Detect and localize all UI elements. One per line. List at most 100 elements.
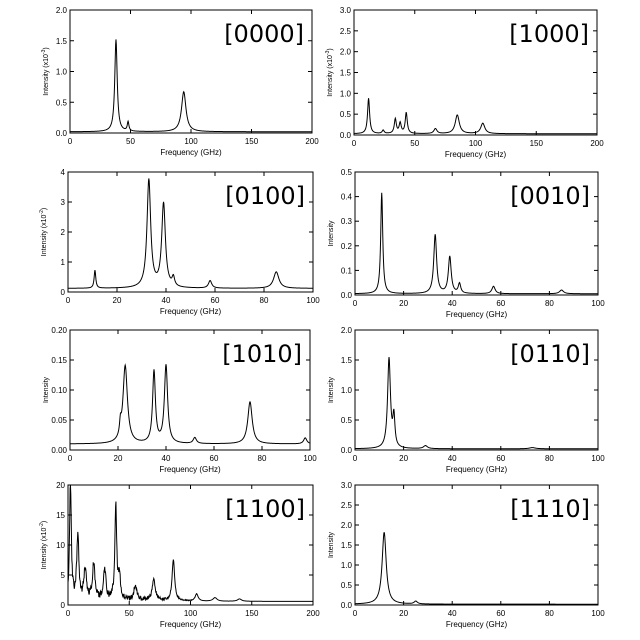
y-tick-label: 0.0 (340, 131, 352, 140)
x-tick-label: 80 (260, 296, 269, 305)
chart-panel-6: 05010015020005101520Frequency (GHz)Inten… (39, 481, 320, 629)
x-tick-label: 0 (353, 609, 358, 618)
chart-panel-7: 0204060801000.00.51.01.52.02.53.0Frequen… (328, 481, 605, 629)
x-axis-label: Frequency (GHz) (446, 465, 508, 474)
y-tick-label: 1.0 (340, 89, 352, 98)
panel-label: [0110] (510, 340, 590, 368)
x-tick-label: 50 (410, 139, 419, 148)
x-tick-label: 200 (590, 139, 604, 148)
x-tick-label: 0 (68, 454, 73, 463)
x-tick-label: 100 (591, 609, 605, 618)
x-tick-label: 20 (114, 454, 123, 463)
y-axis-label-text: Intensity (x10 (327, 55, 334, 97)
panel-label: [1000] (509, 20, 589, 48)
x-tick-label: 0 (68, 137, 73, 146)
y-tick-label: 3 (61, 198, 66, 207)
chart-panel-4: 0 20 40 60 80 100 0.00 0.05 0.10 0.15 0.20 Frequenc… (43, 326, 317, 474)
x-tick-label: 40 (162, 454, 171, 463)
y-tick-label: 0.5 (341, 416, 353, 425)
y-tick-label: 10 (56, 541, 65, 550)
panel-label: [0000] (224, 20, 304, 48)
y-tick-label: 2.0 (340, 48, 352, 57)
x-tick-label: 40 (448, 609, 457, 618)
x-tick-label: 0 (353, 454, 358, 463)
x-tick-label: 0 (66, 296, 71, 305)
x-tick-label: 40 (162, 296, 171, 305)
y-tick-label: 3.0 (341, 481, 353, 490)
chart-panel-0: 0501001502000.00.51.01.52.0Frequency (GH… (41, 6, 319, 157)
x-tick-label: 80 (258, 454, 267, 463)
y-tick-label: 3.0 (340, 6, 352, 15)
y-tick-label: 1.5 (341, 356, 353, 365)
y-tick-label: 2.0 (341, 521, 353, 530)
x-tick-label: 50 (125, 609, 134, 618)
x-tick-label: 100 (469, 139, 483, 148)
chart-panel-2: 02040608010001234Frequency (GHz)Intensit… (39, 168, 320, 316)
x-axis-label: Frequency (GHz) (160, 620, 222, 629)
chart-panel-5: 0204060801000.00.51.01.52.0Frequency (GH… (328, 326, 605, 474)
y-tick-label: 0 (61, 288, 66, 297)
y-axis-label-suffix: ) (41, 521, 48, 523)
y-axis-label: Intensity (43, 376, 50, 403)
x-tick-label: 0 (353, 299, 358, 308)
y-tick-label: 1.5 (56, 37, 68, 46)
spectrum-line (70, 364, 310, 444)
y-tick-label: 0.1 (341, 266, 353, 275)
y-tick-label: 0.2 (341, 242, 353, 251)
x-tick-label: 100 (306, 296, 320, 305)
y-tick-label: 0.05 (51, 416, 67, 425)
y-tick-label: 0.0 (341, 291, 353, 300)
spectrum-line (355, 357, 598, 449)
spectrum-line (354, 98, 597, 134)
y-tick-label: 0.15 (51, 356, 67, 365)
y-tick-label: 5 (61, 571, 66, 580)
y-tick-label: 0.0 (341, 446, 353, 455)
x-axis-label: Frequency (GHz) (446, 310, 508, 319)
y-axis-label-suffix: ) (43, 47, 50, 49)
y-axis-label-text: Intensity (x10 (41, 214, 48, 256)
x-tick-label: 80 (545, 454, 554, 463)
y-axis-label: Intensity (328, 376, 335, 403)
x-tick-label: 60 (496, 454, 505, 463)
x-tick-label: 100 (303, 454, 317, 463)
panel-label: [1100] (225, 495, 305, 523)
y-tick-label: 0.10 (51, 386, 67, 395)
x-tick-label: 60 (210, 454, 219, 463)
y-tick-label: 1.5 (341, 541, 353, 550)
x-axis-label: Frequency (GHz) (445, 150, 507, 159)
y-tick-label: 4 (61, 168, 66, 177)
y-axis-label-text: Intensity (328, 531, 335, 558)
y-tick-label: 0.5 (56, 98, 68, 107)
y-tick-label: 2.5 (340, 27, 352, 36)
x-tick-label: 40 (448, 454, 457, 463)
y-tick-label: 0 (61, 601, 66, 610)
y-tick-label: 0.00 (51, 446, 67, 455)
x-tick-label: 150 (530, 139, 544, 148)
x-tick-label: 0 (352, 139, 357, 148)
y-tick-label: 15 (56, 511, 65, 520)
spectrum-line (355, 532, 598, 604)
y-tick-label: 1.5 (340, 69, 352, 78)
y-tick-label: 0.5 (340, 110, 352, 119)
panel-label: [0100] (225, 182, 305, 210)
y-axis-label-text: Intensity (328, 220, 335, 247)
x-axis-label: Frequency (GHz) (160, 307, 222, 316)
chart-panel-1: 0 50 100 150 200 0.0 0.5 1.0 1.5 2.0 2.5 3.0 Frequen… (325, 6, 604, 159)
y-tick-label: 1.0 (341, 386, 353, 395)
y-tick-label: 0.5 (341, 168, 353, 177)
y-axis-label: Intensity (328, 220, 335, 247)
y-tick-label: 0.3 (341, 217, 353, 226)
y-axis-label-text: Intensity (x10 (43, 54, 50, 96)
x-axis-label: Frequency (GHz) (159, 465, 221, 474)
y-tick-label: 1.0 (56, 68, 68, 77)
y-axis-label-suffix: ) (327, 48, 334, 50)
y-tick-label: 1 (61, 258, 66, 267)
x-tick-label: 80 (545, 609, 554, 618)
y-tick-label: 0.20 (51, 326, 67, 335)
y-tick-label: 2 (61, 228, 66, 237)
y-tick-label: 0.4 (341, 193, 353, 202)
x-tick-label: 100 (591, 299, 605, 308)
y-tick-label: 2.0 (341, 326, 353, 335)
x-tick-label: 100 (184, 609, 198, 618)
x-tick-label: 40 (448, 299, 457, 308)
